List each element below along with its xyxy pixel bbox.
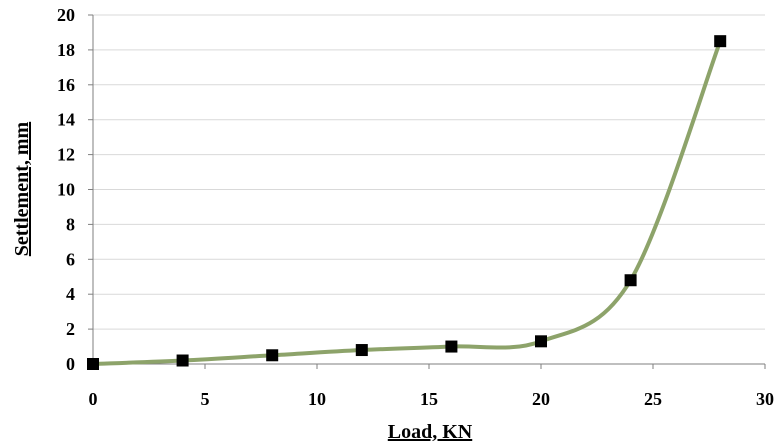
axes <box>88 14 766 369</box>
x-tick-label-6: 30 <box>756 389 774 409</box>
data-point-4 <box>445 340 458 353</box>
y-tick-label-6: 12 <box>57 145 75 165</box>
x-tick-labels: 0 5 10 15 20 25 30 <box>89 389 775 409</box>
data-point-0 <box>87 358 99 370</box>
y-tick-label-0: 0 <box>66 354 75 374</box>
series-line-0 <box>91 39 723 366</box>
y-tick-label-1: 2 <box>66 319 75 339</box>
y-tick-label-3: 6 <box>66 249 75 269</box>
data-point-7 <box>714 35 727 48</box>
data-point-5 <box>535 335 547 348</box>
data-point-2 <box>266 349 279 362</box>
x-tick-label-5: 25 <box>644 389 662 409</box>
x-tick-label-3: 15 <box>420 389 438 409</box>
x-tick-label-2: 10 <box>308 389 326 409</box>
data-point-6 <box>624 274 637 287</box>
y-tick-label-4: 8 <box>66 214 75 234</box>
series-group <box>87 35 727 370</box>
data-point-3 <box>355 344 368 357</box>
x-tick-label-0: 0 <box>89 389 98 409</box>
y-tick-label-8: 16 <box>57 75 75 95</box>
y-tick-label-10: 20 <box>57 5 75 25</box>
data-point-1 <box>176 354 189 367</box>
grid-lines <box>93 14 765 330</box>
x-axis-title: Load, KN <box>388 421 473 443</box>
x-tick-label-4: 20 <box>532 389 550 409</box>
y-tick-label-9: 18 <box>57 40 75 60</box>
x-tick-label-1: 5 <box>201 389 210 409</box>
y-tick-labels: 0 2 4 6 8 10 12 14 16 18 20 <box>57 5 75 374</box>
y-tick-label-2: 4 <box>66 284 75 304</box>
y-tick-label-5: 10 <box>57 180 75 200</box>
y-tick-label-7: 14 <box>57 110 75 130</box>
y-axis-title: Settlement, mm <box>11 121 33 256</box>
